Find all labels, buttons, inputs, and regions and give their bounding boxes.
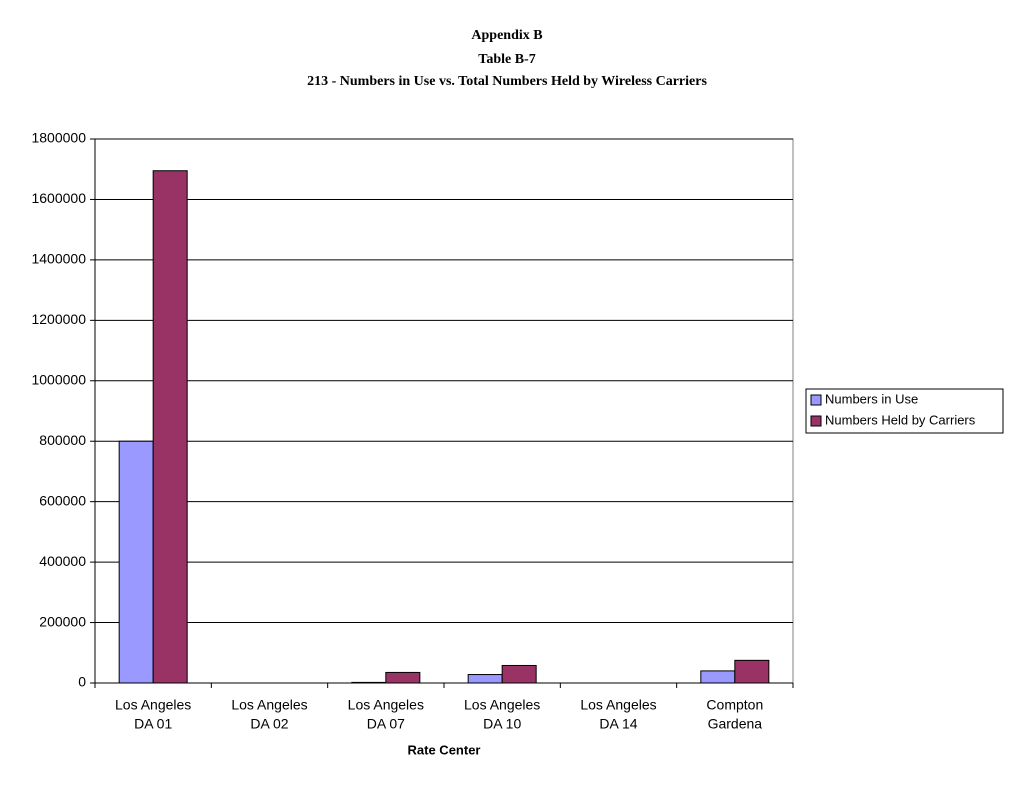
x-axis-title: Rate Center — [408, 742, 481, 757]
x-tick-label: Compton — [706, 697, 763, 713]
bar — [734, 659, 770, 684]
y-tick-label: 1600000 — [31, 190, 86, 206]
x-tick-label: Los Angeles — [231, 697, 307, 713]
bar — [501, 664, 537, 684]
plot-area — [94, 138, 794, 684]
x-tick-label: DA 01 — [134, 716, 172, 732]
y-tick-label: 1800000 — [31, 130, 86, 146]
x-tick-label: Los Angeles — [115, 697, 191, 713]
legend-swatch — [810, 394, 822, 406]
x-tick-label: Los Angeles — [580, 697, 656, 713]
legend-label: Numbers Held by Carriers — [825, 412, 976, 427]
y-tick-label: 1400000 — [31, 251, 86, 267]
x-tick-label: Los Angeles — [464, 697, 540, 713]
y-tick-label: 800000 — [39, 432, 86, 448]
y-tick-label: 200000 — [39, 613, 86, 629]
legend-box — [805, 388, 1004, 434]
bar — [700, 670, 736, 684]
y-tick-label: 1200000 — [31, 311, 86, 327]
y-tick-label: 1000000 — [31, 371, 86, 387]
bar — [351, 681, 387, 684]
x-tick-label: DA 10 — [483, 716, 521, 732]
chart-subtitle: Table B-7 — [478, 52, 535, 67]
legend-label: Numbers in Use — [825, 391, 918, 406]
bar — [467, 674, 503, 684]
x-tick-label: DA 14 — [599, 716, 637, 732]
legend-swatch — [810, 415, 822, 427]
x-tick-label: DA 07 — [367, 716, 405, 732]
x-tick-label: Gardena — [708, 716, 763, 732]
y-tick-label: 0 — [78, 674, 86, 690]
bar — [118, 440, 154, 684]
y-tick-label: 600000 — [39, 492, 86, 508]
y-tick-label: 400000 — [39, 553, 86, 569]
chart-title: Appendix B — [471, 28, 542, 43]
chart-subtitle: 213 - Numbers in Use vs. Total Numbers H… — [307, 74, 707, 89]
bar — [385, 671, 421, 684]
bar — [152, 170, 188, 684]
x-tick-label: Los Angeles — [348, 697, 424, 713]
x-tick-label: DA 02 — [250, 716, 288, 732]
